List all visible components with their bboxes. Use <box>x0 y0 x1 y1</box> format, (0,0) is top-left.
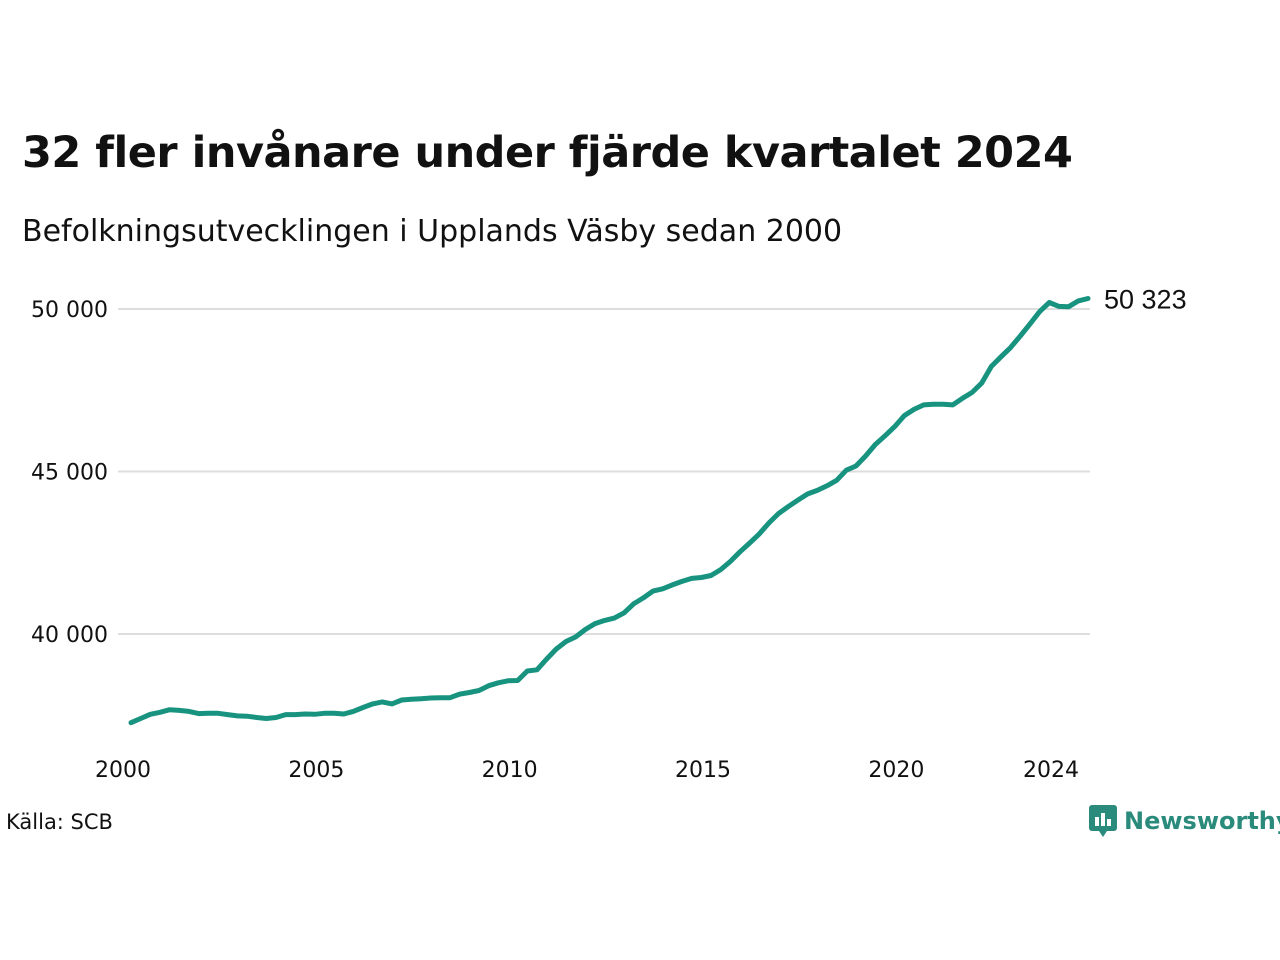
population-line <box>128 296 1091 726</box>
x-tick-label: 2005 <box>288 758 344 783</box>
series-layer <box>128 296 1091 726</box>
x-tick-label: 2010 <box>482 758 538 783</box>
x-tick-label: 2000 <box>95 758 151 783</box>
x-tick-label: 2020 <box>868 758 924 783</box>
source-note: Källa: SCB <box>6 810 113 834</box>
chart-title: 32 fler invånare under fjärde kvartalet … <box>22 128 1073 178</box>
x-tick-label: 2015 <box>675 758 731 783</box>
chart-subtitle: Befolkningsutvecklingen i Upplands Väsby… <box>22 214 843 249</box>
y-tick-label: 40 000 <box>31 623 108 648</box>
y-axis-tick-labels: 40 000 45 000 50 000 <box>31 298 108 648</box>
newsworthy-logo[interactable]: Newsworthy <box>1088 804 1280 838</box>
newsworthy-logo-text: Newsworthy <box>1124 807 1280 835</box>
y-tick-label: 50 000 <box>31 298 108 323</box>
x-axis-tick-labels: 2000 2005 2010 2015 2020 2024 <box>95 758 1079 783</box>
x-tick-label: 2024 <box>1023 758 1079 783</box>
y-tick-label: 45 000 <box>31 461 108 486</box>
gridlines <box>118 308 1090 635</box>
newsworthy-logo-icon <box>1089 805 1117 837</box>
end-value-label: 50 323 <box>1104 285 1187 315</box>
